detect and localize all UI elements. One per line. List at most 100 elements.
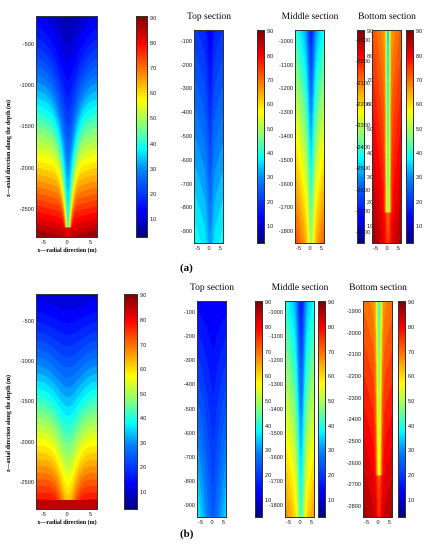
fig-b-middle-title: Middle section [271,283,329,293]
fig-a-bottom-xtick: -5 [373,246,379,252]
fig-a-middle-ytick: -1200 [278,86,293,93]
fig-a-bottom-title: Bottom section [358,12,416,22]
fig-a-bottom-colorbar [406,30,414,244]
fig-b-main-colorbar-tick: 50 [140,391,147,398]
fig-b-main-xlabel: x—radial direction (m) [37,520,97,526]
fig-b-middle-ytick: -1400 [268,406,283,413]
fig-b-bottom-contour-plot [363,301,393,518]
fig-b-main-ytick: -2000 [19,439,34,446]
fig-b-main-colorbar [124,294,138,510]
fig-a-bottom-colorbar-tick: 50 [416,126,423,133]
fig-b-bottom-ytick: -1900 [346,308,361,315]
fig-b-middle-colorbar-tick: 40 [328,423,335,430]
fig-b-main-colorbar-tick: 30 [140,440,147,447]
fig-b-top-colorbar-tick: 40 [265,423,272,430]
fig-a-main-xtick: -5 [40,240,46,246]
fig-a-bottom-ytick: -2700 [355,208,370,215]
fig-a-middle-colorbar-tick: 80 [367,53,374,60]
fig-a-bottom-colorbar-tick: 10 [416,223,423,230]
fig-b-middle-colorbar-tick: 30 [328,448,335,455]
fig-a-middle-xtick: -5 [296,246,302,252]
fig-a-main-colorbar-tick: 50 [150,116,157,123]
fig-a-label: (a) [180,262,193,274]
fig-b-bottom-ytick: -2400 [346,417,361,424]
fig-a-top-colorbar-tick: 50 [267,126,274,133]
fig-a-main-colorbar-tick: 20 [150,192,157,199]
fig-b-main-xtick: 0 [65,512,69,518]
fig-a-middle-ytick: -1700 [278,205,293,212]
fig-a-bottom-ytick: -2800 [355,230,370,237]
fig-b-middle-contour-plot [285,301,315,518]
fig-a-main-colorbar-tick: 40 [150,141,157,148]
fig-b-top-colorbar [255,301,263,518]
fig-a-top-colorbar-tick: 40 [267,151,274,158]
fig-a-main-xtick: 0 [65,240,69,246]
fig-b-main-ytick: -1500 [19,399,34,406]
fig-a-main-colorbar-tick: 90 [150,15,157,22]
fig-b-middle-xtick: 5 [309,520,313,526]
fig-b-top-contour-plot [197,301,227,518]
fig-a-middle-xtick: 5 [319,246,323,252]
fig-a-top-ytick: -700 [180,181,192,188]
fig-b-top-colorbar-tick: 70 [265,349,272,356]
fig-b-main-ylabel: z—axial direction along the depth (m) [6,374,12,472]
fig-b-bottom-colorbar-tick: 20 [408,473,415,480]
fig-b-top-colorbar-tick: 80 [265,325,272,332]
fig-b-main-xtick: -5 [40,512,46,518]
fig-a-top-contour-plot [194,30,224,244]
fig-b-bottom-ytick: -2700 [346,482,361,489]
fig-a-top-colorbar-tick: 60 [267,102,274,109]
fig-b-middle-colorbar-tick: 20 [328,473,335,480]
fig-a-bottom-xtick: 0 [385,246,389,252]
fig-a-top-ytick: -800 [180,205,192,212]
fig-a-bottom-ytick: -2600 [355,187,370,194]
fig-b-top-ytick: -500 [183,406,195,413]
fig-b-main-heatmap [37,295,97,509]
fig-a-top-ytick: -500 [180,134,192,140]
fig-b-bottom-ytick: -2000 [346,330,361,337]
fig-b-bottom-xtick: 5 [387,520,391,526]
fig-a-middle-ytick: -1500 [278,157,293,164]
fig-b-top-ytick: -400 [183,382,195,389]
fig-b-bottom-colorbar-tick: 70 [408,349,415,356]
fig-b-top-xtick: 0 [210,520,214,526]
fig-a-top-colorbar-tick: 80 [267,53,274,60]
fig-b-top-ytick: -200 [183,334,195,341]
fig-b-top-ytick: -600 [183,430,195,437]
fig-b-main-colorbar-tick: 20 [140,465,147,472]
fig-b-label: (b) [180,528,194,540]
fig-b-middle-colorbar-tick: 70 [328,349,335,356]
fig-b-top-ytick: -800 [183,478,195,485]
fig-a-top-colorbar-tick: 20 [267,199,274,206]
fig-a-top-title: Top section [187,12,231,22]
fig-a-main-colorbar-tick: 60 [150,91,157,98]
fig-b-top-colorbar-tick: 90 [265,300,272,307]
fig-a-top-ytick: -900 [180,229,192,236]
fig-a-main-colorbar-tick: 10 [150,217,157,224]
fig-a-bottom-ytick: -1900 [355,37,370,44]
fig-b-bottom-ytick: -2200 [346,373,361,380]
fig-b-top-xtick: -5 [198,520,204,526]
fig-a-top-colorbar-tick: 30 [267,175,274,182]
fig-a-bottom-contour-plot [372,30,402,244]
fig-b-main-colorbar-tick: 40 [140,416,147,423]
fig-a-middle-ytick: -1600 [278,181,293,188]
fig-a-top-colorbar-tick: 70 [267,78,274,85]
fig-b-middle-colorbar-tick: 80 [328,325,335,332]
fig-b-middle-colorbar-tick: 50 [328,399,335,406]
fig-a-middle-colorbar [357,30,365,244]
fig-a-top-ytick: -400 [180,110,192,117]
fig-b-main-colorbar-tick: 70 [140,342,147,349]
fig-b-bottom-xtick: 0 [376,520,380,526]
fig-b-main-colorbar-tick: 90 [140,293,147,300]
fig-a-main-ylabel: z—axial direction along the depth (m) [6,99,12,197]
fig-b-bottom-colorbar-tick: 60 [408,374,415,381]
fig-b-bottom-ytick: -2600 [346,460,361,467]
fig-a-top-ytick: -200 [180,62,192,69]
fig-b-main-colorbar-tick: 10 [140,489,147,496]
fig-a-main-contour-plot [36,16,98,238]
fig-a-bottom-ytick: -2300 [355,123,370,130]
fig-a-bottom-colorbar-tick: 20 [416,199,423,206]
fig-b-main-ytick: -1000 [19,359,34,366]
fig-b-main-colorbar-tick: 60 [140,367,147,374]
